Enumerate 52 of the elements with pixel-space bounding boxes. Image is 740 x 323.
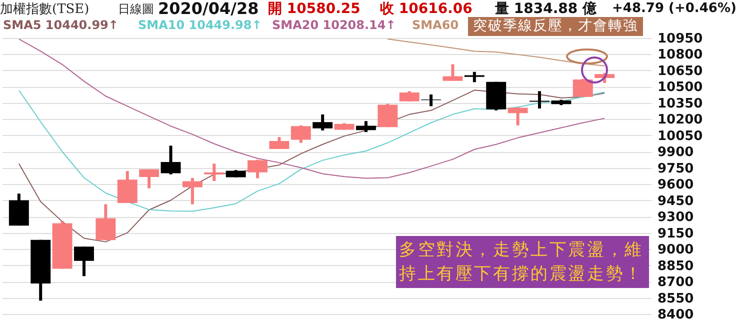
text: SMA5 10440.99↑: [3, 18, 118, 32]
candlestick: [572, 78, 593, 97]
candlestick: [378, 104, 398, 128]
y-tick-label: 10950: [658, 32, 703, 46]
candlestick: [160, 146, 181, 174]
candlestick: [312, 114, 333, 130]
candlestick: [356, 121, 376, 132]
series-label: SMA60: [412, 18, 459, 32]
candlestick: [442, 64, 463, 81]
y-tick-label: 10050: [658, 128, 703, 144]
candlestick: [248, 160, 268, 178]
text: 日線圖: [118, 1, 154, 18]
candlestick: [269, 137, 290, 150]
line-series: [18, 90, 606, 242]
y-tick-label: 9750: [658, 161, 694, 176]
text: 量 1834.88 億: [495, 0, 597, 18]
candlestick: [290, 125, 311, 143]
line-series: [18, 90, 606, 212]
y-tick-label: 10500: [658, 80, 703, 96]
text: 2020/04/28: [158, 0, 259, 18]
y-tick-label: 8700: [658, 275, 694, 290]
y-tick-label: 8550: [658, 291, 694, 306]
y-tick-label: 10800: [658, 48, 703, 63]
text: 突破季線反壓，才會轉強: [468, 17, 643, 36]
candlestick: [117, 171, 138, 203]
line-series: [18, 38, 606, 179]
y-tick-label: 8400: [658, 308, 694, 322]
y-tick-label: 10200: [658, 112, 703, 128]
text: SMA20 10208.14↑: [272, 18, 396, 32]
text: 開 10580.25: [268, 0, 360, 18]
annotation: 多空對決，走勢上下震盪，維持上有壓下有撐的震盪走勢！: [396, 236, 649, 288]
candlestick: [74, 246, 94, 276]
candlestick: [464, 72, 484, 82]
y-tick-label: 9900: [658, 145, 694, 160]
y-tick-label: 8850: [658, 258, 694, 274]
y-tick-label: 9150: [658, 226, 694, 242]
y-tick-label: 9600: [658, 178, 694, 193]
candlestick: [139, 169, 160, 188]
candlestick: [508, 107, 528, 126]
text: SMA10 10449.98↑: [138, 18, 262, 32]
candlestick: [399, 91, 420, 102]
candlestick: [182, 178, 202, 204]
y-tick-label: 9450: [658, 194, 694, 209]
y-tick-label: 10650: [658, 64, 703, 79]
candlestick: [204, 164, 224, 181]
y-tick-label: 10350: [658, 96, 703, 112]
y-tick-label: 9300: [658, 210, 694, 226]
candlestick: [96, 204, 116, 240]
text: 收 10616.06: [380, 0, 472, 18]
text: +48.79 (+0.46%): [612, 1, 736, 16]
y-tick-label: 9000: [658, 242, 694, 258]
chart-title: 加權指數(TSE): [0, 1, 90, 18]
